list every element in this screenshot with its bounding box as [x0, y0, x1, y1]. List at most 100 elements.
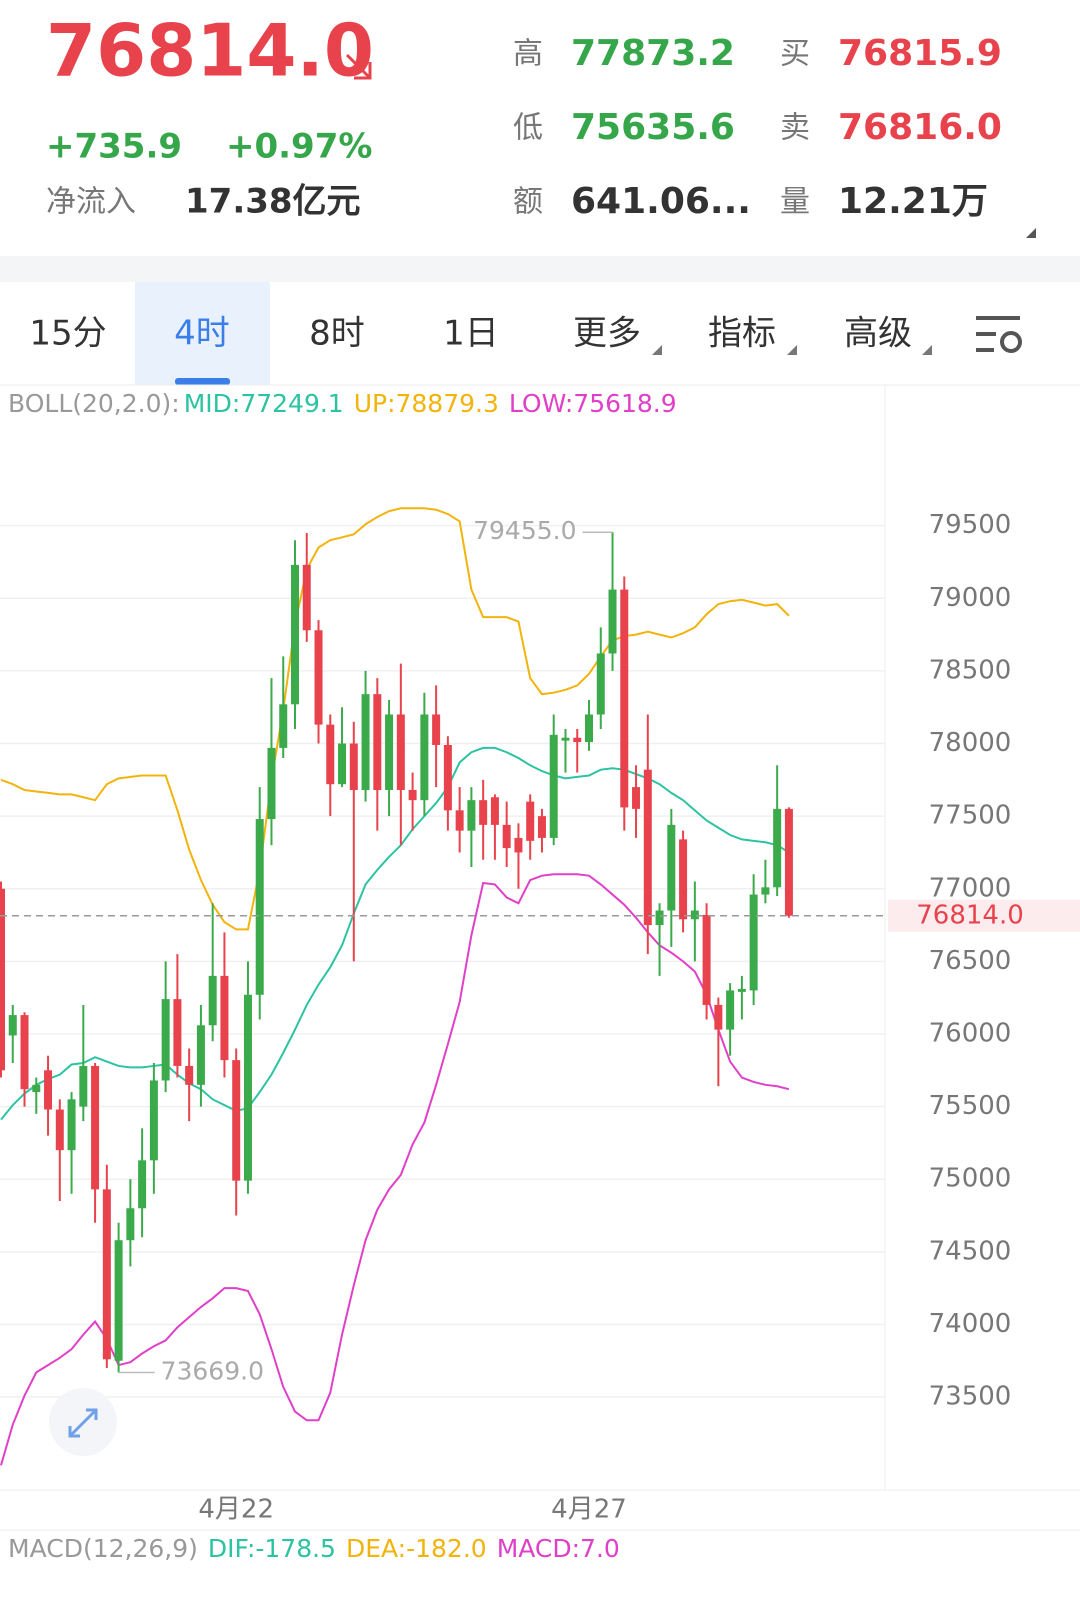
candle-body	[620, 589, 629, 808]
stat-value: 76816.0	[838, 107, 1002, 148]
candle-body	[690, 910, 699, 920]
macd-legend: MACD(12,26,9) DIF:-178.5 DEA:-182.0 MACD:7.…	[8, 1534, 620, 1563]
expand-corner[interactable]	[1026, 228, 1036, 238]
tab[interactable]: 15分	[29, 314, 106, 354]
candle-body	[608, 589, 617, 654]
candle-body	[8, 1015, 17, 1036]
last-price-label: 76814.0	[916, 900, 1024, 930]
tab[interactable]: 高级	[844, 314, 912, 354]
candle-body	[408, 790, 417, 801]
candle-body	[667, 824, 676, 911]
candle-body	[561, 737, 570, 741]
candle-body	[302, 564, 311, 631]
tab-carets	[652, 345, 932, 355]
candle-body	[479, 800, 488, 825]
candle-body	[643, 769, 652, 926]
y-tick-label: 77500	[929, 801, 1012, 831]
candle-body	[773, 808, 782, 888]
candle-body	[243, 994, 252, 1181]
candle-body	[138, 1160, 147, 1209]
tab[interactable]: 4时	[174, 314, 230, 354]
legend-item: DIF:-178.5	[208, 1534, 336, 1563]
candle-body	[549, 734, 558, 838]
candle-body	[761, 887, 770, 895]
candle-body	[338, 743, 347, 785]
stat-label: 高	[513, 37, 543, 72]
fullscreen-icon	[68, 1408, 98, 1438]
candle-body	[44, 1070, 53, 1110]
candle-body	[502, 824, 511, 849]
tab-selected-bg	[135, 282, 270, 385]
y-tick-label: 77000	[929, 873, 1012, 903]
candle-body	[220, 975, 229, 1061]
x-tick-label: 4月22	[198, 1495, 274, 1525]
candle-body	[714, 1004, 723, 1030]
candle-body	[173, 999, 182, 1066]
boll-mid	[0, 746, 790, 1121]
legend-item: MID:77249.1	[184, 389, 344, 418]
stat-label: 卖	[780, 111, 810, 146]
boll-low	[0, 873, 790, 1466]
y-tick-label: 79000	[929, 583, 1012, 613]
candle-body	[573, 737, 582, 743]
tab[interactable]: 指标	[708, 314, 776, 354]
candle-body	[20, 1015, 29, 1090]
candle-body	[161, 999, 170, 1081]
tab[interactable]: 1日	[443, 314, 499, 354]
down-arrow	[345, 53, 372, 80]
change-pct: +0.97%	[226, 127, 372, 167]
candle-body	[596, 653, 605, 715]
legend-item: BOLL(20,2.0):	[8, 389, 180, 418]
candle-body	[326, 724, 335, 785]
tab[interactable]: 更多	[573, 314, 641, 354]
candle-body	[385, 714, 394, 790]
y-tick-label: 79500	[929, 510, 1012, 540]
stat-value: 75635.6	[571, 107, 735, 148]
candle-body	[102, 1189, 111, 1360]
candle-body	[361, 694, 370, 790]
candle-body	[67, 1099, 76, 1151]
candle-body	[632, 787, 641, 809]
legend-item: MACD(12,26,9)	[8, 1534, 198, 1563]
y-tick-label: 76000	[929, 1018, 1012, 1048]
candle-body	[420, 714, 429, 801]
legend-item: MACD:7.0	[497, 1534, 620, 1563]
candle-body	[490, 797, 499, 825]
candle-body	[749, 894, 758, 991]
legend-item: LOW:75618.9	[509, 389, 677, 418]
candle-body	[784, 808, 793, 916]
tab-bar: 15分 4时 8时 1日 更多 指标 高级	[0, 282, 1080, 386]
tab-indicator	[175, 378, 230, 385]
max-label: 79455.0	[473, 516, 576, 545]
boll-up	[0, 507, 790, 931]
candle-body	[149, 1080, 158, 1161]
candle-body	[443, 744, 452, 811]
stat-label: 额	[513, 185, 543, 220]
candle-body	[291, 564, 299, 705]
candle-body	[455, 810, 464, 831]
settings-icon[interactable]	[976, 316, 1022, 353]
quote-header: 76814.0 +735.9 +0.97% 净流入 17.38亿元 高 77873…	[46, 9, 1036, 238]
tab[interactable]: 8时	[309, 314, 365, 354]
candle-body	[526, 801, 535, 841]
boll-legend: BOLL(20,2.0): MID:77249.1 UP:78879.3 LOW:75…	[8, 389, 677, 418]
candle-body	[396, 714, 405, 790]
y-tick-label: 75500	[929, 1091, 1012, 1121]
y-tick-label: 75000	[929, 1164, 1012, 1194]
stat-value: 12.21万	[838, 181, 988, 222]
candle-body	[0, 888, 5, 1071]
price: 76814.0	[46, 9, 374, 93]
legend-item: DEA:-182.0	[346, 1534, 487, 1563]
stat-label: 量	[780, 185, 810, 220]
last-price-box	[888, 899, 1080, 932]
y-tick-label: 73500	[929, 1382, 1012, 1412]
min-label: 73669.0	[161, 1357, 264, 1386]
candle-body	[208, 975, 217, 1026]
candle-body	[91, 1065, 100, 1190]
y-tick-label: 78000	[929, 728, 1012, 758]
candle-body	[373, 694, 382, 790]
stat-value: 76815.9	[838, 33, 1002, 74]
candle-body	[126, 1208, 135, 1241]
